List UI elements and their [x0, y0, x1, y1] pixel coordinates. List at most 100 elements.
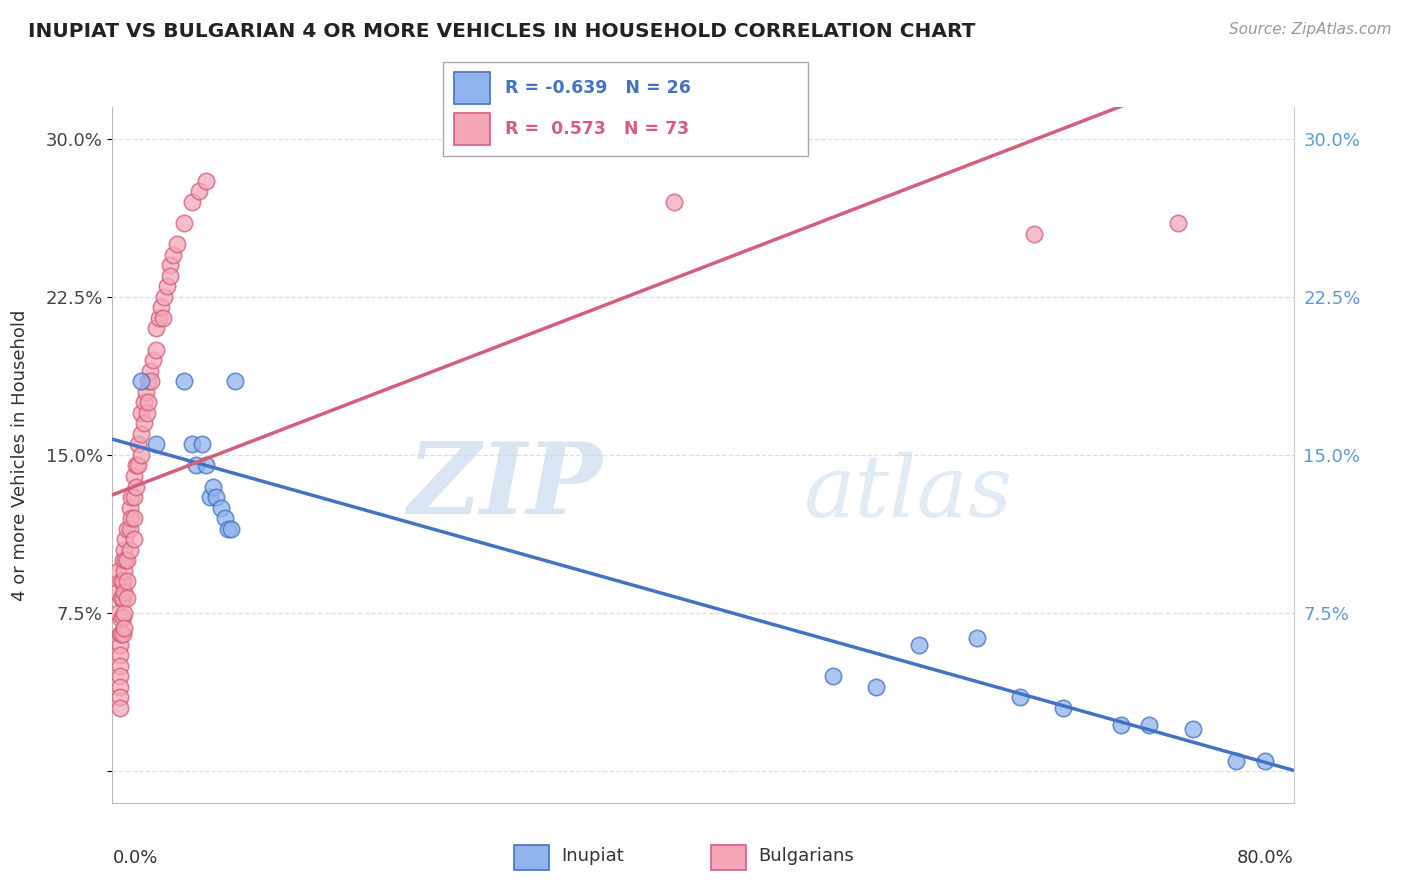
Point: [115, 591, 138, 606]
Bar: [515, 846, 550, 870]
Point: [108, 627, 131, 641]
Text: ZIP: ZIP: [408, 438, 603, 534]
Point: [152, 310, 174, 325]
Point: [205, 490, 228, 504]
Point: [129, 448, 152, 462]
Point: [1167, 216, 1189, 230]
Point: [115, 553, 138, 567]
Point: [108, 638, 131, 652]
Point: [202, 479, 225, 493]
Point: [122, 511, 145, 525]
Point: [122, 469, 145, 483]
Bar: [454, 113, 491, 145]
Point: [114, 533, 136, 547]
Point: [129, 406, 152, 420]
Point: [159, 268, 181, 283]
Point: [114, 553, 136, 567]
Point: [108, 669, 131, 683]
Point: [111, 574, 134, 589]
Point: [112, 606, 135, 620]
Point: [217, 522, 239, 536]
Point: [120, 490, 142, 504]
Point: [180, 437, 202, 451]
Point: [191, 437, 214, 451]
Point: [110, 574, 132, 589]
Point: [214, 511, 236, 525]
Point: [139, 363, 162, 377]
Point: [141, 374, 163, 388]
Point: [108, 648, 131, 663]
Point: [1254, 754, 1277, 768]
Point: [110, 591, 132, 606]
Text: 0.0%: 0.0%: [112, 849, 157, 867]
Point: [111, 610, 134, 624]
Text: atlas: atlas: [803, 452, 1012, 534]
Point: [111, 591, 134, 606]
Point: [112, 621, 135, 635]
Text: Bulgarians: Bulgarians: [758, 847, 853, 865]
Point: [107, 564, 129, 578]
Point: [209, 500, 232, 515]
Point: [145, 343, 167, 357]
FancyBboxPatch shape: [443, 62, 808, 156]
Point: [112, 542, 135, 557]
Point: [1109, 718, 1132, 732]
Point: [122, 490, 145, 504]
Point: [184, 458, 207, 473]
Point: [153, 290, 176, 304]
Point: [1181, 722, 1204, 736]
Point: [134, 417, 156, 431]
Point: [664, 194, 686, 209]
Text: R = -0.639   N = 26: R = -0.639 N = 26: [505, 78, 690, 96]
Point: [200, 490, 222, 504]
Point: [1225, 754, 1247, 768]
Point: [110, 627, 132, 641]
Point: [145, 437, 167, 451]
Point: [111, 553, 134, 567]
Text: 80.0%: 80.0%: [1237, 849, 1294, 867]
Point: [821, 669, 844, 683]
Point: [122, 533, 145, 547]
Point: [173, 216, 195, 230]
Point: [108, 680, 131, 694]
Point: [107, 606, 129, 620]
Point: [195, 174, 218, 188]
Point: [134, 395, 156, 409]
Point: [1139, 718, 1161, 732]
Point: [219, 522, 242, 536]
Point: [120, 511, 142, 525]
Point: [142, 353, 165, 368]
Point: [110, 612, 132, 626]
Point: [108, 658, 131, 673]
Point: [148, 310, 170, 325]
Point: [118, 522, 141, 536]
Point: [1008, 690, 1031, 705]
Point: [156, 279, 179, 293]
Bar: [454, 72, 491, 103]
Point: [138, 395, 160, 409]
Point: [124, 458, 146, 473]
Point: [112, 585, 135, 599]
Point: [966, 632, 988, 646]
Point: [180, 194, 202, 209]
Point: [166, 237, 188, 252]
Point: [127, 458, 149, 473]
Point: [224, 374, 246, 388]
Point: [108, 690, 131, 705]
Bar: [711, 846, 747, 870]
Point: [136, 406, 159, 420]
Point: [115, 574, 138, 589]
Text: R =  0.573   N = 73: R = 0.573 N = 73: [505, 120, 689, 138]
Point: [118, 542, 141, 557]
Point: [118, 500, 141, 515]
Point: [1052, 701, 1074, 715]
Point: [195, 458, 218, 473]
Point: [1024, 227, 1046, 241]
Point: [129, 426, 152, 441]
Point: [138, 374, 160, 388]
Point: [159, 258, 181, 272]
Point: [124, 479, 146, 493]
Text: INUPIAT VS BULGARIAN 4 OR MORE VEHICLES IN HOUSEHOLD CORRELATION CHART: INUPIAT VS BULGARIAN 4 OR MORE VEHICLES …: [28, 22, 976, 41]
Point: [173, 374, 195, 388]
Point: [908, 638, 931, 652]
